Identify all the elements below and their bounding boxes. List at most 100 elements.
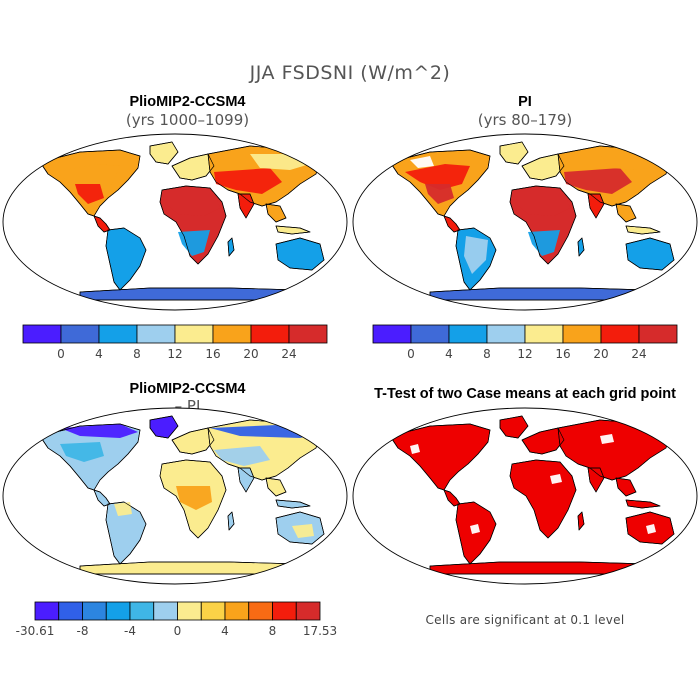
coastline <box>499 415 529 439</box>
colorbar-plio-tick-label: 16 <box>205 347 220 361</box>
colorbar-pi-swatch <box>600 324 640 344</box>
coastline <box>683 539 691 555</box>
coastline <box>105 501 147 565</box>
colorbar-pi-swatch <box>448 324 488 344</box>
significance-note: Cells are significant at 0.1 level <box>425 613 625 627</box>
colorbar-pi-swatch <box>638 324 678 344</box>
colorbar-plio-tick-label: 24 <box>281 347 296 361</box>
colorbar-plio-tick-label: 0 <box>57 347 65 361</box>
field-region <box>75 184 104 204</box>
coastline <box>237 467 255 493</box>
field-region <box>634 246 670 266</box>
colorbar-diff-swatch <box>272 601 297 621</box>
colorbar-plio-swatch <box>98 324 138 344</box>
map-border <box>352 407 698 585</box>
panel-diff-title: PlioMIP2-CCSM4 <box>129 381 246 397</box>
colorbar-diff-tick-label: 8 <box>269 624 277 638</box>
coastline <box>275 511 325 545</box>
coastline <box>587 467 605 493</box>
colorbar-diff-swatch <box>248 601 273 621</box>
panel-plio-title: PlioMIP2-CCSM4 <box>129 94 246 110</box>
field-region <box>410 156 434 168</box>
figure-title: JJA FSDSNI (W/m^2) <box>249 62 451 84</box>
coastline <box>455 227 497 291</box>
colorbar-diff-tick-label: 17.53 <box>303 624 337 638</box>
map-pi <box>352 133 698 311</box>
colorbar-pi: 0 4 8 12 16 20 24 <box>372 324 678 361</box>
map-border <box>2 133 348 311</box>
colorbar-pi-tick-label: 12 <box>517 347 532 361</box>
colorbar-diff-tick-label: -4 <box>124 624 136 638</box>
field-region <box>176 486 212 510</box>
colorbar-plio-swatch <box>22 324 62 344</box>
coastline <box>509 459 577 539</box>
field-region <box>292 524 314 538</box>
coastline <box>265 477 287 497</box>
field-region <box>214 446 270 466</box>
coastline <box>455 501 497 565</box>
colorbar-diff-tick-label: -8 <box>77 624 89 638</box>
coastline <box>587 193 605 219</box>
field-region <box>60 442 104 462</box>
map-border <box>352 133 698 311</box>
field-region <box>55 164 120 190</box>
coastline <box>39 423 141 491</box>
map-plio <box>2 133 348 311</box>
colorbar-diff-swatch <box>200 601 226 621</box>
coastline <box>389 423 491 491</box>
colorbar-diff: -30.61 -8 -4 0 4 8 17.53 <box>16 601 337 638</box>
coastline <box>105 227 147 291</box>
colorbar-diff-swatch <box>177 601 202 621</box>
continent-newZealand <box>683 539 691 555</box>
field-region <box>564 168 632 194</box>
panel-ttest-title: T-Test of two Case means at each grid po… <box>374 386 676 402</box>
coastline <box>227 511 235 531</box>
colorbar-pi-tick-label: 16 <box>555 347 570 361</box>
field-region <box>470 524 480 534</box>
coastline <box>333 265 341 281</box>
colorbar-plio-swatch <box>250 324 290 344</box>
colorbar-pi-swatch <box>562 324 602 344</box>
colorbar-plio-swatch <box>60 324 100 344</box>
colorbar-plio-swatch <box>212 324 252 344</box>
colorbar-diff-swatch <box>34 601 60 621</box>
panel-plio-subtitle: (yrs 1000–1099) <box>125 111 250 129</box>
field-region <box>646 524 656 534</box>
field-region <box>214 168 282 194</box>
field-region <box>600 434 614 444</box>
coastline <box>577 511 585 531</box>
coastline <box>159 185 227 265</box>
colorbar-pi-tick-label: 4 <box>445 347 453 361</box>
field-region <box>405 164 470 190</box>
coastline <box>275 225 311 235</box>
field-region <box>550 474 562 484</box>
coastline <box>227 237 235 257</box>
colorbar-pi-swatch <box>524 324 564 344</box>
colorbar-diff-swatch <box>82 601 107 621</box>
colorbar-diff-swatch <box>58 601 83 621</box>
colorbar-diff-swatch <box>129 601 155 621</box>
field-region <box>166 192 220 216</box>
colorbar-plio: 0 4 8 12 16 20 24 <box>22 324 328 361</box>
field-region <box>464 236 488 274</box>
continent-newZealand <box>333 539 341 555</box>
map-border <box>2 407 348 585</box>
colorbar-diff-swatch <box>295 601 321 621</box>
colorbar-diff-swatch <box>224 601 250 621</box>
coastline <box>275 237 325 271</box>
colorbar-pi-swatch <box>372 324 412 344</box>
coastline <box>149 141 179 165</box>
colorbar-diff-tick-label: -30.61 <box>16 624 55 638</box>
coastline <box>159 459 227 539</box>
coastline <box>499 141 529 165</box>
field-region <box>425 184 454 204</box>
field-region <box>516 192 570 216</box>
field-region <box>528 230 560 256</box>
coastline <box>509 185 577 265</box>
colorbar-plio-swatch <box>136 324 176 344</box>
panel-pi-title: PI <box>518 94 532 110</box>
coastline <box>615 203 637 223</box>
coastline <box>237 193 255 219</box>
coastline <box>577 237 585 257</box>
continent-newZealand <box>333 265 341 281</box>
